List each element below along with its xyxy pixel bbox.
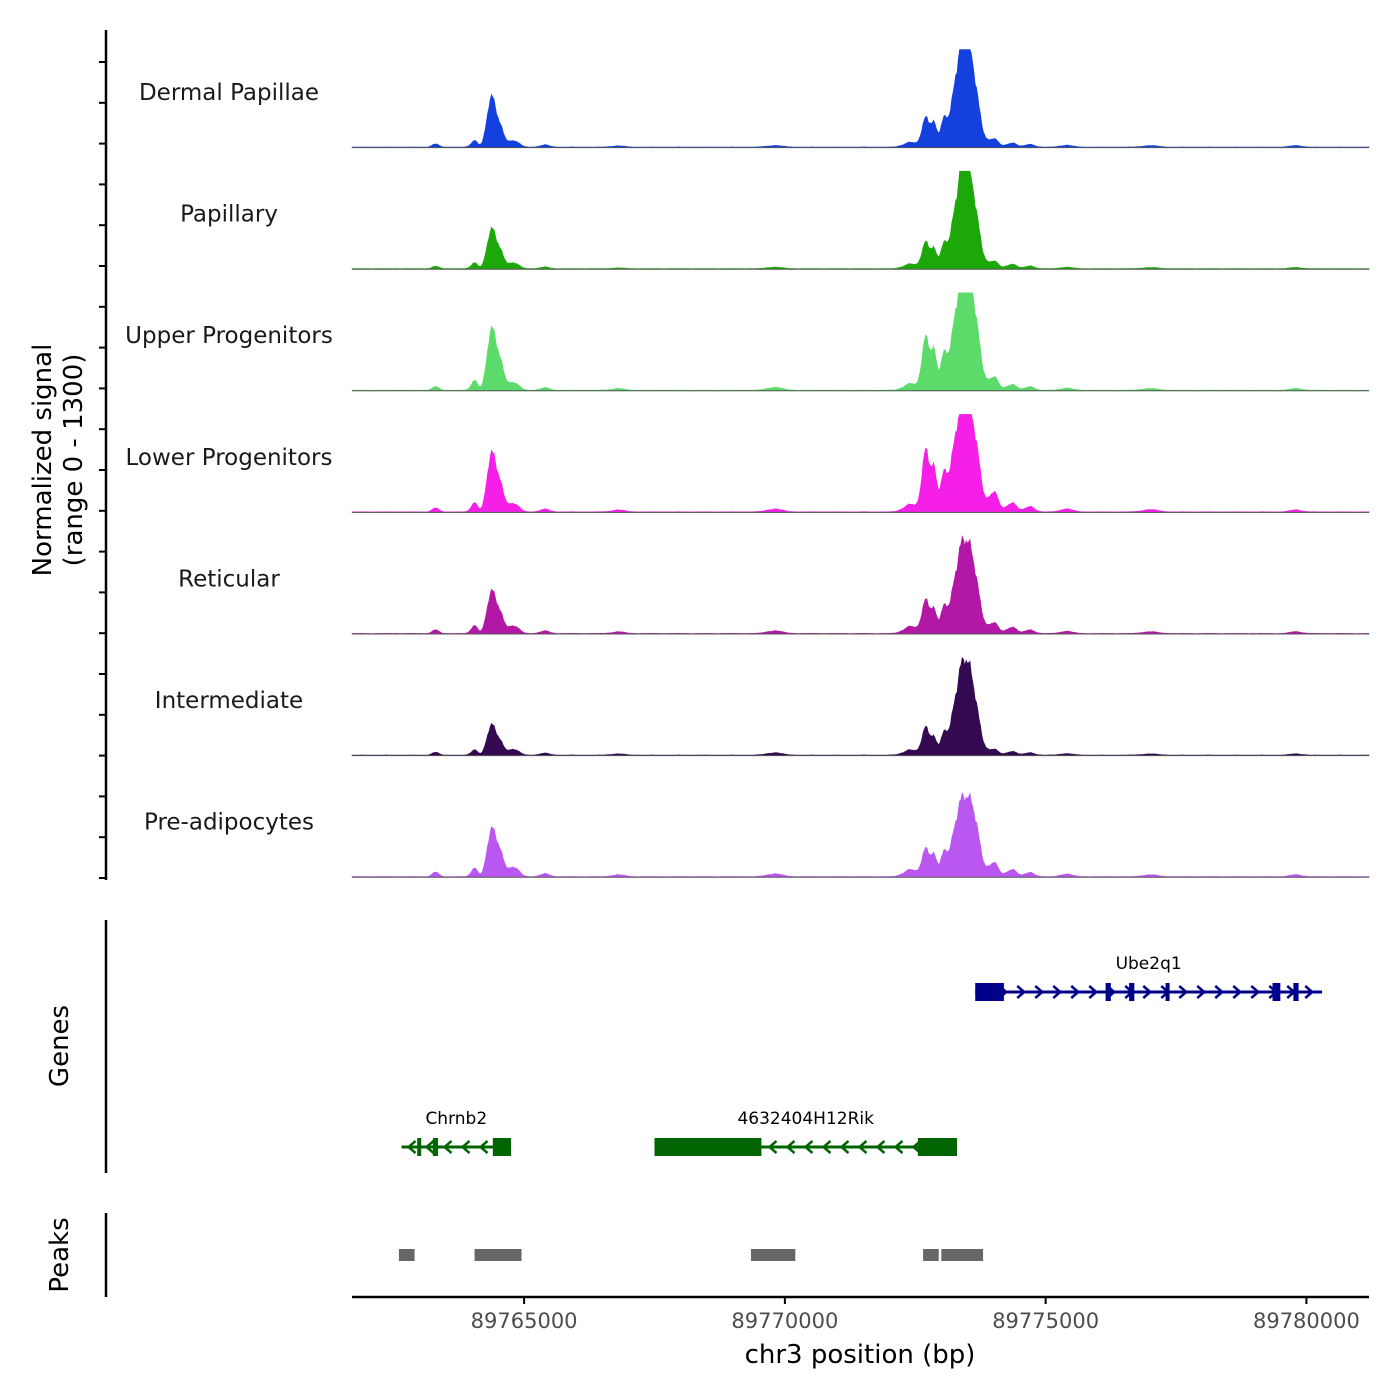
- coverage-area: [351, 49, 1370, 148]
- track-label: Lower Progenitors: [126, 445, 333, 471]
- coverage-area: [351, 170, 1370, 270]
- gene-exon: [1272, 983, 1281, 1001]
- coverage-track: Reticular: [178, 535, 1370, 635]
- coverage-area: [351, 535, 1370, 635]
- peak-region: [474, 1249, 522, 1261]
- strand-arrow: [1304, 985, 1315, 999]
- strand-arrow: [857, 1140, 868, 1154]
- strand-arrow: [478, 1140, 489, 1154]
- gene-exon: [975, 983, 1004, 1001]
- peak-region: [941, 1249, 984, 1261]
- y-axis-title: Normalized signal: [28, 344, 58, 577]
- genes-track: Ube2q1 Chrnb2 4632404H12Rik: [401, 954, 1323, 1156]
- strand-arrow: [785, 1140, 796, 1154]
- gene-exon: [492, 1138, 512, 1156]
- strand-arrow: [839, 1140, 850, 1154]
- strand-arrow: [1196, 985, 1207, 999]
- strand-arrow: [1250, 985, 1261, 999]
- strand-arrow: [767, 1140, 778, 1154]
- gene-exon: [1129, 983, 1135, 1001]
- strand-arrow: [460, 1140, 471, 1154]
- peak-region: [750, 1249, 796, 1261]
- gene-model: 4632404H12Rik: [654, 1109, 958, 1156]
- x-tick-label: 89775000: [992, 1309, 1099, 1333]
- strand-arrow: [1088, 985, 1099, 999]
- coverage-track: Upper Progenitors: [125, 292, 1370, 392]
- coverage-track: Pre-adipocytes: [144, 791, 1370, 878]
- strand-arrow: [424, 1140, 435, 1154]
- gene-label: 4632404H12Rik: [737, 1109, 874, 1129]
- peak-region: [923, 1249, 939, 1261]
- coverage-track: Papillary: [180, 170, 1370, 270]
- strand-arrow: [821, 1140, 832, 1154]
- strand-arrow: [1052, 985, 1063, 999]
- gene-exon: [1165, 983, 1170, 1001]
- track-label: Pre-adipocytes: [144, 810, 314, 836]
- x-tick-label: 89770000: [731, 1309, 838, 1333]
- coverage-area: [351, 292, 1370, 392]
- peaks-axis-title: Peaks: [45, 1217, 75, 1292]
- strand-arrow: [1016, 985, 1027, 999]
- strand-arrow: [893, 1140, 904, 1154]
- strand-arrow: [803, 1140, 814, 1154]
- x-tick-label: 89765000: [471, 1309, 578, 1333]
- coverage-track: Lower Progenitors: [126, 414, 1370, 513]
- coverage-tracks: Dermal Papillae Papillary Upper Progenitor…: [125, 49, 1370, 878]
- strand-arrow: [1232, 985, 1243, 999]
- gene-exon: [1105, 983, 1111, 1001]
- strand-arrow: [442, 1140, 453, 1154]
- x-axis-title: chr3 position (bp): [745, 1340, 976, 1370]
- gene-model: Chrnb2: [401, 1109, 512, 1156]
- gene-label: Chrnb2: [425, 1109, 487, 1129]
- y-axes: [99, 30, 108, 1297]
- peak-region: [398, 1249, 415, 1261]
- gene-exon: [417, 1138, 422, 1156]
- gene-exon: [654, 1138, 762, 1156]
- gene-model: Ube2q1: [975, 954, 1323, 1001]
- coverage-track: Intermediate: [155, 656, 1370, 757]
- track-label: Papillary: [180, 202, 278, 228]
- track-label: Upper Progenitors: [125, 323, 333, 349]
- peaks-track: [398, 1249, 984, 1261]
- coverage-area: [351, 656, 1370, 756]
- gene-exon: [1293, 983, 1299, 1001]
- strand-arrow: [1178, 985, 1189, 999]
- strand-arrow: [1214, 985, 1225, 999]
- gene-label: Ube2q1: [1116, 954, 1182, 974]
- strand-arrow: [1034, 985, 1045, 999]
- coverage-area: [351, 414, 1370, 513]
- coverage-track: Dermal Papillae: [139, 49, 1370, 149]
- track-label: Reticular: [178, 566, 280, 592]
- gene-exon: [917, 1138, 957, 1156]
- x-tick-label: 89780000: [1253, 1309, 1360, 1333]
- strand-arrow: [1142, 985, 1153, 999]
- coverage-area: [351, 791, 1370, 878]
- track-label: Dermal Papillae: [139, 80, 319, 106]
- track-label: Intermediate: [155, 688, 303, 714]
- x-axis: 89765000 89770000 89775000 89780000: [352, 1295, 1369, 1333]
- gene-exon: [432, 1138, 439, 1156]
- y-axis-subtitle: (range 0 - 1300): [59, 354, 89, 567]
- strand-arrow: [875, 1140, 886, 1154]
- strand-arrow: [1070, 985, 1081, 999]
- genes-axis-title: Genes: [45, 1005, 75, 1087]
- strand-arrow: [406, 1140, 417, 1154]
